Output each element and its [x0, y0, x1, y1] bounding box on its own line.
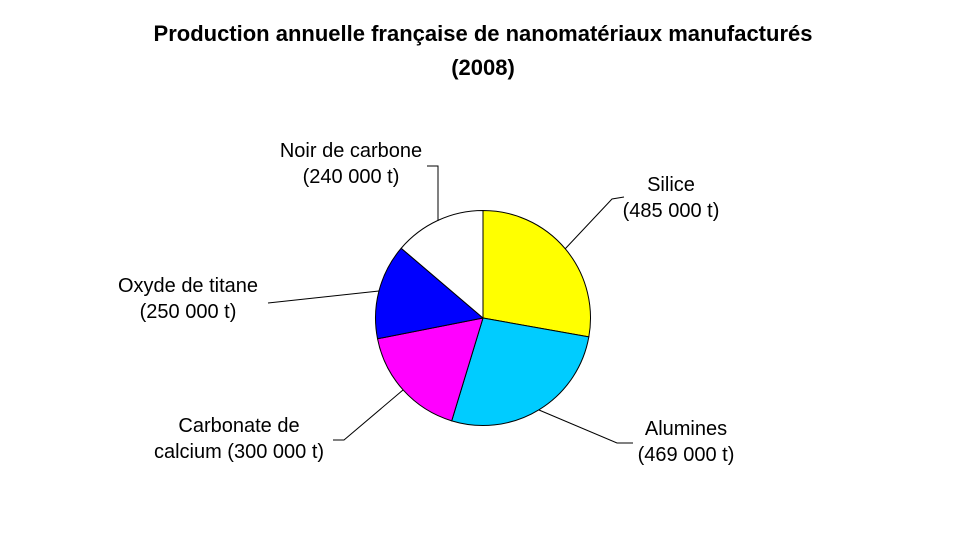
slice-label-carbonate-de-calcium: Carbonate de calcium (300 000 t) [134, 413, 344, 465]
slice-label-carbonate-name: Carbonate de [178, 415, 300, 437]
slice-label-alumines: Alumines (469 000 t) [601, 416, 771, 468]
pie-slices [375, 210, 591, 426]
slice-label-silice: Silice (485 000 t) [591, 172, 751, 224]
chart-title: Production annuelle française de nanomat… [0, 17, 966, 85]
leader-line-alumines [538, 409, 633, 444]
pie-slice-alumines [451, 317, 590, 426]
slice-label-oxyde-value: (250 000 t) [139, 301, 237, 323]
slice-label-noir-de-carbone: Noir de carbone (240 000 t) [251, 138, 451, 190]
slice-label-oxyde-name: Oxyde de titane [117, 275, 259, 297]
leader-lines [267, 165, 633, 444]
slice-label-noir-name: Noir de carbone [279, 140, 423, 162]
pie-slice-oxyde-de-titane [375, 247, 484, 340]
slice-label-alumines-name: Alumines [644, 418, 728, 440]
slice-label-carbonate-value: calcium (300 000 t) [153, 441, 325, 463]
pie-slice-carbonate-de-calcium [377, 317, 484, 422]
chart-title-line1: Production annuelle française de nanomat… [153, 21, 813, 46]
slice-label-silice-name: Silice [647, 174, 695, 196]
slice-label-oxyde-de-titane: Oxyde de titane (250 000 t) [88, 273, 288, 325]
leader-line-noir-de-carbone [427, 165, 439, 221]
leader-line-oxyde-de-titane [267, 290, 380, 304]
leader-line-silice [564, 196, 625, 250]
leader-line-carbonate-de-calcium [333, 389, 404, 441]
chart-title-line2: (2008) [451, 55, 515, 80]
slice-label-noir-value: (240 000 t) [302, 166, 400, 188]
slice-label-alumines-value: (469 000 t) [637, 444, 735, 466]
slice-label-silice-value: (485 000 t) [622, 200, 720, 222]
pie-slice-silice [482, 210, 591, 338]
